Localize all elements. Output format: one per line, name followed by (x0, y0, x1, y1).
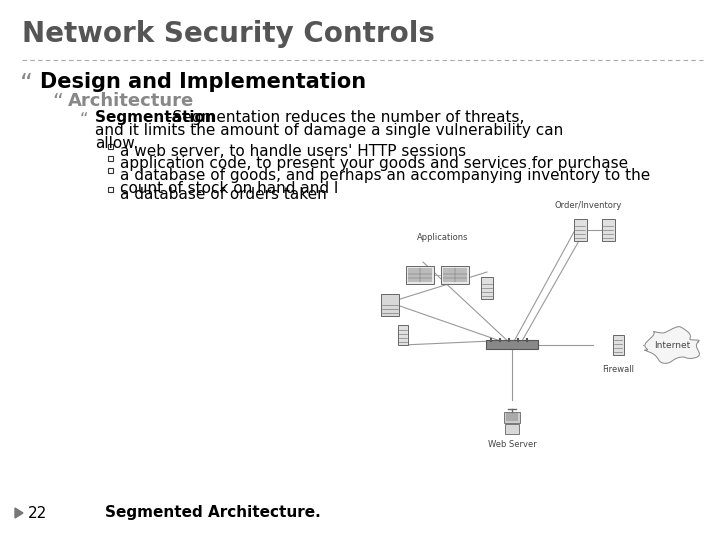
Bar (481, 277, 493, 299)
Text: -Segmentation reduces the number of threats,: -Segmentation reduces the number of thre… (167, 110, 524, 125)
Bar (441, 266, 469, 284)
Text: Segmentation: Segmentation (95, 110, 221, 125)
Bar (506, 413, 518, 421)
Text: a database of goods, and perhaps an accompanying inventory to the: a database of goods, and perhaps an acco… (120, 168, 650, 183)
Text: Applications: Applications (418, 233, 469, 242)
Bar (406, 266, 434, 284)
Text: Web Server: Web Server (487, 440, 536, 449)
Bar (381, 294, 399, 316)
Text: allow.: allow. (95, 136, 138, 151)
Text: Firewall: Firewall (602, 365, 634, 374)
Text: 22: 22 (28, 505, 48, 521)
Bar (602, 219, 615, 241)
Text: application code, to present your goods and services for purchase: application code, to present your goods … (120, 156, 628, 171)
Bar (108, 156, 113, 161)
Bar (505, 424, 519, 434)
Text: a database of orders taken: a database of orders taken (120, 187, 327, 202)
Bar (613, 335, 624, 355)
Text: Network Security Controls: Network Security Controls (22, 20, 435, 48)
Text: Design and Implementation: Design and Implementation (40, 72, 366, 92)
Polygon shape (644, 327, 699, 363)
Bar (398, 325, 408, 345)
Text: “: “ (52, 93, 63, 113)
Text: Segmented Architecture.: Segmented Architecture. (105, 505, 320, 521)
Text: “: “ (80, 111, 89, 129)
Bar (108, 168, 113, 173)
Bar (574, 219, 587, 241)
Text: a web server, to handle users' HTTP sessions: a web server, to handle users' HTTP sess… (120, 144, 466, 159)
Text: count of stock on hand and l: count of stock on hand and l (120, 181, 338, 196)
Text: “: “ (20, 72, 33, 96)
Text: Architecture: Architecture (68, 92, 194, 110)
Bar (408, 268, 432, 282)
Bar (504, 412, 520, 423)
Text: and it limits the amount of damage a single vulnerability can: and it limits the amount of damage a sin… (95, 123, 563, 138)
Text: Order/Inventory: Order/Inventory (554, 201, 621, 210)
Polygon shape (15, 508, 23, 518)
Bar (108, 144, 113, 149)
Bar (443, 268, 467, 282)
Text: Internet: Internet (654, 341, 690, 349)
Bar (108, 187, 113, 192)
Bar (486, 340, 538, 349)
